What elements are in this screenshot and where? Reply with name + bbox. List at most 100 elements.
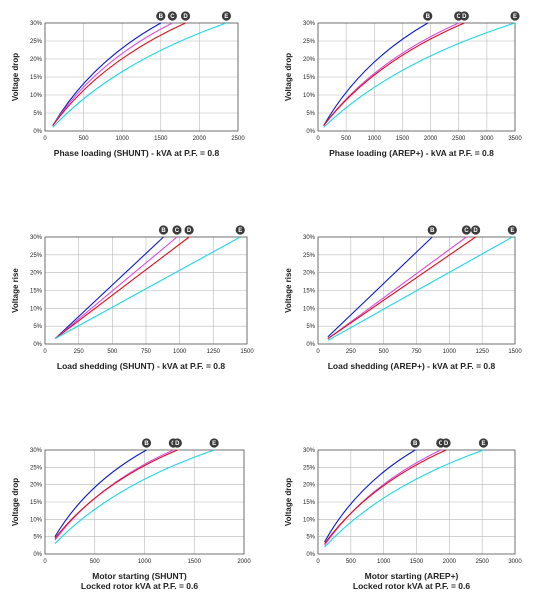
x-tick-label: 2000 [237, 559, 251, 565]
x-axis-label: Locked rotor kVA at P.F. = 0.6 [353, 581, 471, 591]
x-tick-label: 500 [107, 349, 118, 355]
y-tick-label: 5% [306, 111, 315, 117]
series-line-e [54, 236, 241, 340]
series-line-d [327, 236, 476, 340]
x-tick-label: 1500 [188, 559, 202, 565]
y-tick-label: 0% [33, 342, 42, 348]
badge-label: D [175, 441, 180, 447]
badge-circle [507, 225, 517, 235]
badge-circle [410, 438, 420, 448]
y-tick-label: 10% [30, 517, 43, 523]
y-tick-label: 5% [33, 535, 42, 541]
badge-circle [478, 438, 489, 448]
series-line-e [54, 449, 215, 544]
x-tick-label: 2000 [193, 136, 207, 142]
y-axis-label: Voltage drop [11, 478, 20, 526]
series-line-b [54, 236, 164, 340]
y-tick-label: 10% [303, 517, 316, 523]
series-badge-d: D [180, 11, 191, 21]
y-tick-label: 10% [30, 93, 43, 99]
y-tick-label: 0% [33, 552, 42, 558]
y-tick-label: 5% [33, 111, 42, 117]
x-tick-label: 250 [74, 349, 85, 355]
series-badge-c: C [172, 225, 182, 235]
badge-circle [158, 225, 169, 235]
y-axis-label: Voltage drop [11, 53, 20, 101]
x-axis-label: Motor starting (AREP+) [365, 571, 459, 581]
y-tick-label: 10% [303, 93, 316, 99]
series-line-e [327, 236, 513, 341]
badge-label: C [439, 441, 444, 447]
series-badge-e: E [221, 11, 232, 21]
series-line-e [323, 22, 516, 128]
badge-circle [471, 225, 481, 235]
y-tick-label: 0% [33, 129, 42, 135]
badge-circle [209, 438, 219, 448]
chart-panel: 0 500 1000 1500 2000 0% 5% 10% 15% 20% 25% 30% Volta… [11, 438, 251, 591]
series-line-b [323, 22, 429, 126]
x-tick-label: 0 [316, 136, 320, 142]
x-tick-label: 1250 [207, 349, 221, 355]
y-tick-label: 15% [303, 500, 316, 506]
x-tick-label: 1000 [377, 559, 391, 565]
y-tick-label: 10% [30, 306, 43, 312]
y-axis-label: Voltage rise [284, 268, 293, 313]
badge-circle [180, 11, 191, 21]
x-tick-label: 0 [43, 136, 47, 142]
series-badge-e: E [510, 11, 520, 21]
x-tick-label: 1500 [508, 349, 522, 355]
plot-frame [317, 449, 516, 555]
badge-label: D [462, 14, 467, 20]
x-tick-label: 2500 [452, 136, 466, 142]
plot-frame [317, 236, 516, 345]
x-tick-label: 2500 [475, 559, 489, 565]
series-line-d [54, 449, 178, 539]
y-tick-label: 30% [303, 21, 316, 27]
series-badge-b: B [410, 438, 420, 448]
badge-label: E [212, 441, 216, 447]
chart-panel: 0 500 1000 1500 2000 2500 3000 0% 5% 10% 15% 20% 25%… [284, 438, 522, 591]
x-tick-label: 1500 [154, 136, 168, 142]
x-tick-label: 500 [79, 136, 90, 142]
series-line-b [54, 449, 147, 537]
series-badge-b: B [423, 11, 433, 21]
x-tick-label: 1000 [138, 559, 152, 565]
y-tick-label: 0% [306, 129, 315, 135]
badge-label: E [510, 228, 514, 234]
series-badge-b: B [158, 225, 169, 235]
y-tick-label: 20% [30, 57, 43, 63]
badge-label: C [464, 228, 469, 234]
series-line-c [54, 236, 178, 340]
y-tick-label: 20% [303, 57, 316, 63]
x-tick-label: 0 [43, 349, 47, 355]
y-tick-label: 5% [33, 324, 42, 330]
badge-label: E [224, 14, 228, 20]
x-tick-label: 500 [379, 349, 390, 355]
x-tick-label: 500 [90, 559, 101, 565]
badge-circle [172, 225, 182, 235]
badge-label: B [426, 14, 431, 20]
series-badge-d: D [459, 11, 469, 21]
series-line-d [323, 22, 465, 126]
x-tick-label: 2500 [231, 136, 245, 142]
x-tick-label: 1000 [368, 136, 382, 142]
x-tick-label: 3000 [508, 559, 522, 565]
chart-panel: 0 250 500 750 1000 1250 1500 0% 5% 10% 15% 20% 25% 30… [11, 225, 254, 371]
badge-circle [221, 11, 232, 21]
series-badge-c: C [461, 225, 472, 235]
x-axis-label: Phase loading (SHUNT) - kVA at P.F. = 0.… [54, 148, 220, 158]
x-tick-label: 1000 [173, 349, 187, 355]
y-tick-label: 30% [303, 448, 316, 454]
x-axis-label: Load shedding (AREP+) - kVA at P.F. = 0.… [328, 361, 496, 371]
x-tick-label: 0 [316, 349, 320, 355]
y-tick-label: 25% [303, 39, 316, 45]
series-badge-c: C [167, 11, 177, 21]
x-tick-label: 2000 [443, 559, 457, 565]
plot-frame [44, 22, 239, 132]
series-line-b [324, 449, 416, 543]
badge-circle [167, 11, 177, 21]
badge-circle [235, 225, 245, 235]
y-tick-label: 0% [306, 342, 315, 348]
series-line-c [324, 449, 442, 546]
